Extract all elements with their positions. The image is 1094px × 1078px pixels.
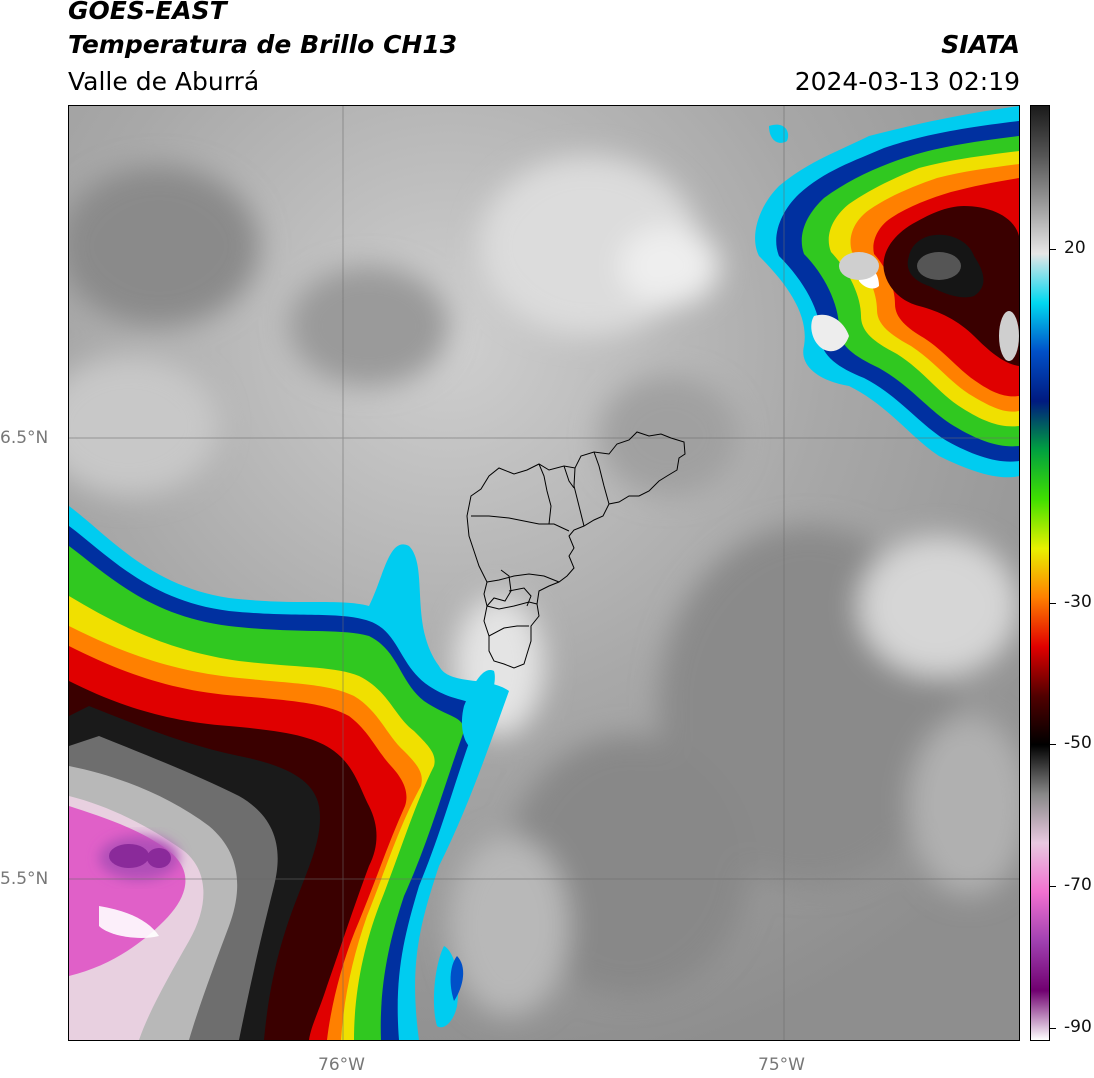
colorbar-tick (1050, 1028, 1056, 1029)
map-canvas (69, 106, 1019, 1040)
colorbar-tick (1050, 249, 1056, 250)
municipal-boundaries (466, 431, 686, 669)
colorbar-label: 20 (1064, 238, 1086, 258)
timestamp-label: 2024-03-13 02:19 (794, 67, 1020, 96)
isolated-cells (433, 124, 789, 1028)
colorbar-tick (1050, 603, 1056, 604)
region-label: Valle de Aburrá (68, 67, 260, 96)
graticule (69, 106, 1019, 1040)
colorbar-label: -90 (1064, 1017, 1092, 1037)
colorbar-label: -50 (1064, 733, 1092, 753)
satellite-title: GOES-EAST (68, 0, 227, 25)
satellite-map[interactable] (68, 105, 1020, 1041)
temperature-colorbar (1030, 105, 1050, 1041)
lon-label-west: 76°W (318, 1055, 365, 1075)
colorbar-tick (1050, 886, 1056, 887)
product-title: Temperatura de Brillo CH13 (68, 30, 458, 59)
storm-northeast (755, 106, 1019, 478)
lat-label-north: 6.5°N (0, 428, 49, 448)
colorbar-label: -70 (1064, 875, 1092, 895)
cloud-texture (69, 156, 1019, 1016)
lon-label-east: 75°W (758, 1055, 805, 1075)
organization-label: SIATA (941, 30, 1020, 59)
colorbar-tick (1050, 744, 1056, 745)
lat-label-south: 5.5°N (0, 869, 49, 889)
colorbar-label: -30 (1064, 592, 1092, 612)
